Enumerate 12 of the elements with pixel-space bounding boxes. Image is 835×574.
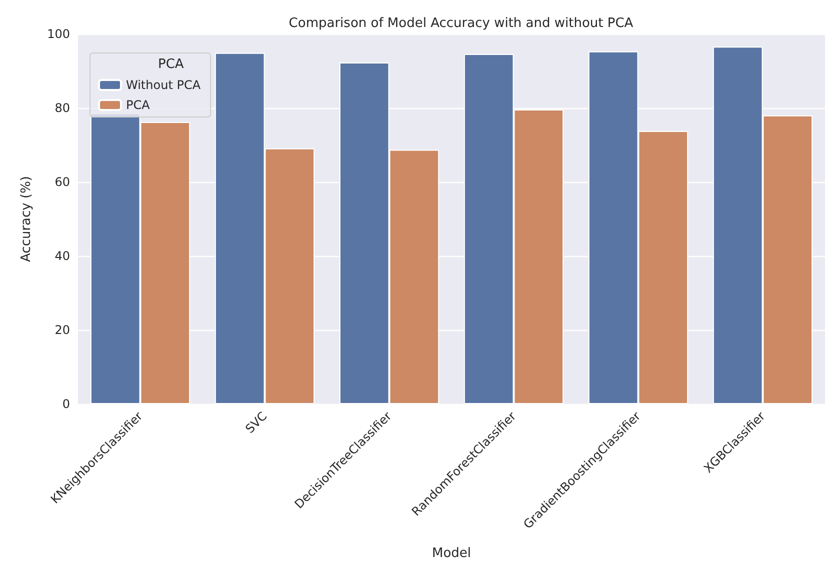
legend-title: PCA [158,57,184,72]
chart-title: Comparison of Model Accuracy with and without PCA [288,16,634,31]
legend-label: Without PCA [126,78,202,92]
y-tick-label: 20 [54,323,70,337]
y-tick-label: 0 [62,397,70,411]
y-tick-label: 80 [54,101,70,115]
y-tick-label: 100 [47,27,70,41]
x-axis-title: Model [432,546,472,561]
y-tick-label: 60 [54,175,70,189]
legend-label: PCA [126,98,151,112]
y-tick-label: 40 [54,249,70,263]
y-axis-title: Accuracy (%) [19,176,34,262]
